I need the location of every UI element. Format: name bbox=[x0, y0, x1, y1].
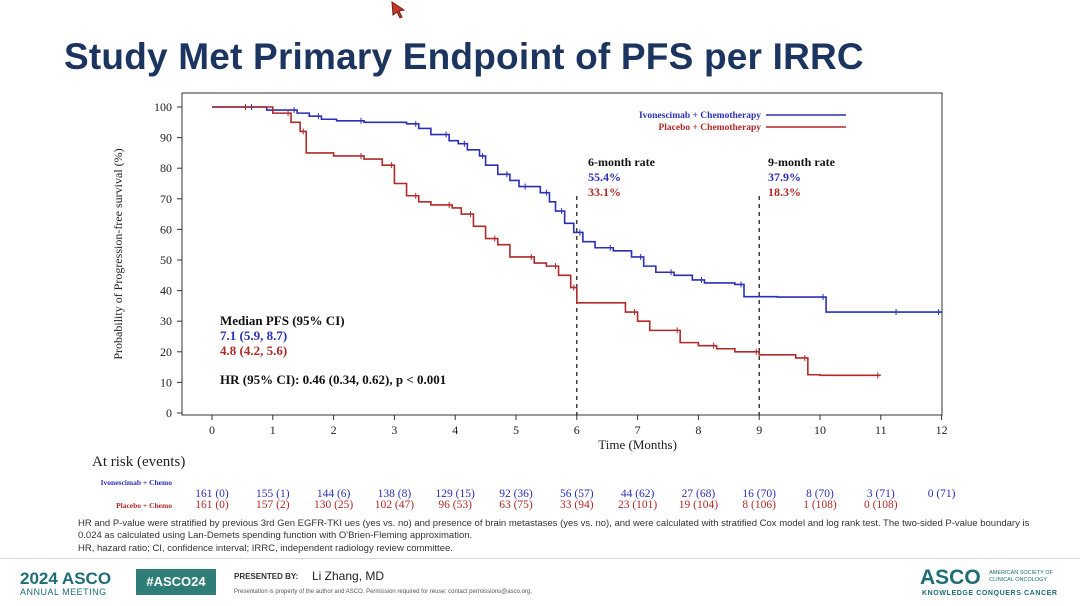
x-tick-label: 4 bbox=[452, 423, 458, 437]
asco-society-logo: ASCO AMERICAN SOCIETY OF CLINICAL ONCOLO… bbox=[920, 566, 1069, 597]
at-risk-ivo-cell: 138 (8) bbox=[378, 488, 412, 500]
at-risk-ivo-cell: 0 (71) bbox=[928, 488, 956, 500]
x-tick-label: 8 bbox=[695, 423, 701, 437]
plot-frame bbox=[181, 92, 943, 416]
at-risk-ivo-cell: 27 (68) bbox=[682, 488, 716, 500]
x-tick-label: 11 bbox=[875, 423, 887, 437]
y-tick-label: 20 bbox=[160, 345, 172, 359]
y-tick-label: 30 bbox=[160, 314, 172, 328]
meeting-year: 2024 bbox=[20, 569, 58, 588]
y-tick-label: 90 bbox=[160, 131, 172, 145]
series-placebo-line bbox=[212, 106, 881, 377]
mouse-cursor-icon bbox=[391, 1, 406, 19]
at-risk-ivo-cell: 44 (62) bbox=[621, 488, 655, 500]
at-risk-placebo-cell: 157 (2) bbox=[256, 499, 290, 511]
x-tick-label: 12 bbox=[936, 423, 948, 437]
at-risk-placebo-cell: 96 (53) bbox=[438, 499, 472, 511]
at-risk-placebo-cell: 102 (47) bbox=[375, 499, 414, 511]
at-risk-placebo-cell: 1 (108) bbox=[803, 499, 837, 511]
x-tick-label: 7 bbox=[635, 423, 641, 437]
y-tick-label: 0 bbox=[166, 406, 172, 420]
reference-label: 9-month rate bbox=[768, 155, 836, 169]
at-risk-placebo-cell: 8 (106) bbox=[742, 499, 776, 511]
property-note: Presentation is property of the author a… bbox=[234, 589, 532, 595]
meeting-org: ASCO bbox=[61, 569, 112, 588]
reference-value-ivo: 55.4% bbox=[588, 170, 621, 184]
legend-placebo-label: Placebo + Chemotherapy bbox=[658, 123, 761, 133]
presenter-name: Li Zhang, MD bbox=[312, 569, 385, 583]
asco-logo-text: ASCO bbox=[920, 566, 981, 589]
at-risk-placebo-cell: 19 (104) bbox=[679, 499, 718, 511]
y-tick-label: 80 bbox=[160, 161, 172, 175]
asco-tagline: KNOWLEDGE CONQUERS CANCER bbox=[922, 590, 1058, 597]
at-risk-ivo-cell: 144 (6) bbox=[317, 488, 351, 500]
x-tick-label: 9 bbox=[756, 423, 762, 437]
median-pfs-ivo: 7.1 (5.9, 8.7) bbox=[220, 328, 287, 343]
at-risk-placebo-cell: 161 (0) bbox=[195, 499, 229, 511]
hazard-ratio: HR (95% CI): 0.46 (0.34, 0.62), p < 0.00… bbox=[220, 372, 446, 387]
y-tick-label: 10 bbox=[160, 375, 172, 389]
y-tick-label: 40 bbox=[160, 284, 172, 298]
x-tick-label: 10 bbox=[814, 423, 826, 437]
x-tick-label: 2 bbox=[331, 423, 337, 437]
footnote-abbreviations: HR, hazard ratio; CI, confidence interva… bbox=[78, 543, 453, 554]
y-tick-label: 100 bbox=[154, 100, 172, 114]
slide-title: Study Met Primary Endpoint of PFS per IR… bbox=[64, 36, 864, 77]
reference-value-placebo: 18.3% bbox=[768, 185, 801, 199]
y-tick-label: 50 bbox=[160, 253, 172, 267]
at-risk-ivo-cell: 155 (1) bbox=[256, 488, 290, 500]
at-risk-title: At risk (events) bbox=[92, 454, 186, 470]
at-risk-ivo-cell: 129 (15) bbox=[436, 488, 475, 500]
meeting-name: ANNUAL MEETING bbox=[20, 587, 107, 597]
x-tick-label: 3 bbox=[391, 423, 397, 437]
at-risk-placebo-cell: 23 (101) bbox=[618, 499, 657, 511]
reference-value-ivo: 37.9% bbox=[768, 170, 801, 184]
at-risk-placebo-cell: 63 (75) bbox=[499, 499, 533, 511]
asco-annual-meeting-logo: 2024 ASCO ANNUAL MEETING bbox=[20, 569, 111, 597]
median-pfs-placebo: 4.8 (4.2, 5.6) bbox=[220, 343, 287, 358]
x-axis-label: Time (Months) bbox=[598, 437, 677, 452]
presented-by-label: PRESENTED BY: bbox=[234, 572, 299, 581]
y-tick-label: 60 bbox=[160, 222, 172, 236]
at-risk-ivo-cell: 56 (57) bbox=[560, 488, 594, 500]
y-axis-label: Probability of Progression-free survival… bbox=[111, 148, 125, 359]
series-ivonescimab-line bbox=[212, 106, 942, 313]
at-risk-ivo-cell: 161 (0) bbox=[195, 488, 229, 500]
x-tick-label: 6 bbox=[574, 423, 580, 437]
at-risk-placebo-cell: 130 (25) bbox=[314, 499, 353, 511]
at-risk-ivo-label: Ivonescimab + Chemo bbox=[101, 478, 173, 487]
at-risk-ivo-cell: 8 (70) bbox=[806, 488, 834, 500]
at-risk-ivo-cell: 16 (70) bbox=[742, 488, 776, 500]
at-risk-ivo-cell: 92 (36) bbox=[499, 488, 533, 500]
x-tick-label: 1 bbox=[270, 423, 276, 437]
at-risk-placebo-cell: 0 (108) bbox=[864, 499, 898, 511]
at-risk-placebo-cell: 33 (94) bbox=[560, 499, 594, 511]
x-tick-label: 5 bbox=[513, 423, 519, 437]
at-risk-ivo-cell: 3 (71) bbox=[867, 488, 895, 500]
y-tick-label: 70 bbox=[160, 192, 172, 206]
asco-society-name: AMERICAN SOCIETY OF CLINICAL ONCOLOGY bbox=[989, 570, 1053, 583]
hashtag-badge: #ASCO24 bbox=[136, 569, 216, 595]
legend-ivonescimab-label: Ivonescimab + Chemotherapy bbox=[639, 111, 761, 121]
median-pfs-title: Median PFS (95% CI) bbox=[220, 313, 345, 328]
reference-label: 6-month rate bbox=[588, 155, 656, 169]
reference-value-placebo: 33.1% bbox=[588, 185, 621, 199]
x-tick-label: 0 bbox=[209, 423, 215, 437]
at-risk-placebo-label: Placebo + Chemo bbox=[116, 501, 172, 510]
footnote-stratification: HR and P-value were stratified by previo… bbox=[78, 518, 1030, 541]
footer-divider bbox=[0, 558, 1080, 559]
